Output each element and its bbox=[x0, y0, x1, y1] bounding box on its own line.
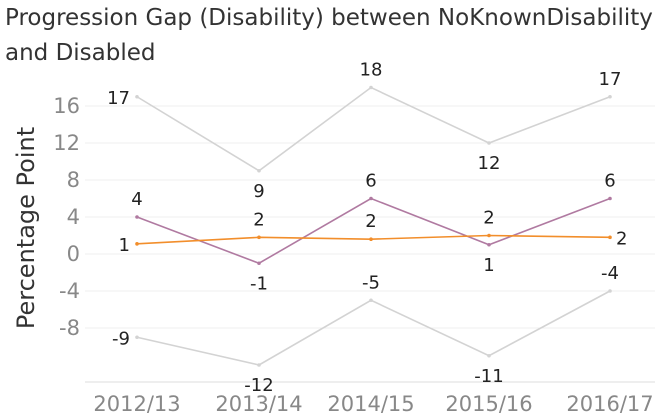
data-point bbox=[487, 353, 491, 358]
data-point bbox=[257, 363, 261, 367]
y-tick-label: -8 bbox=[59, 316, 80, 340]
data-label: -9 bbox=[112, 328, 130, 349]
data-point bbox=[369, 196, 373, 201]
series-line bbox=[136, 86, 611, 172]
data-point bbox=[487, 141, 491, 145]
data-point bbox=[257, 168, 261, 173]
data-point bbox=[257, 235, 261, 240]
data-point bbox=[135, 94, 139, 99]
chart-title: Progression Gap (Disability) between NoK… bbox=[5, 5, 653, 66]
y-tick-label: 0 bbox=[67, 242, 80, 266]
x-tick-label: 2012/13 bbox=[93, 392, 180, 416]
data-label: 2 bbox=[483, 208, 494, 229]
y-tick-label: 4 bbox=[67, 205, 80, 229]
data-label: 6 bbox=[604, 171, 615, 192]
data-point bbox=[608, 289, 612, 293]
data-point bbox=[608, 196, 612, 201]
y-tick-label: 12 bbox=[53, 131, 80, 155]
data-label: -11 bbox=[474, 366, 503, 387]
series-lines bbox=[135, 85, 612, 367]
data-label: 6 bbox=[365, 171, 376, 192]
data-label: 2 bbox=[365, 211, 376, 232]
series-line bbox=[136, 234, 611, 245]
y-tick-label: 16 bbox=[53, 94, 80, 118]
data-label: 18 bbox=[360, 60, 383, 81]
data-point bbox=[487, 233, 491, 238]
data-label: 4 bbox=[131, 189, 142, 210]
data-label: -1 bbox=[250, 273, 268, 294]
data-point bbox=[608, 235, 612, 240]
data-point bbox=[369, 298, 373, 303]
data-point bbox=[369, 85, 373, 90]
data-point bbox=[135, 242, 139, 246]
data-point bbox=[608, 94, 612, 99]
data-label: 1 bbox=[119, 235, 130, 256]
data-label: 1 bbox=[483, 255, 494, 276]
data-label: -5 bbox=[362, 272, 380, 293]
x-tick-label: 2014/15 bbox=[327, 392, 414, 416]
data-label: -12 bbox=[244, 375, 273, 396]
data-label: 2 bbox=[616, 228, 627, 249]
data-point bbox=[135, 335, 139, 340]
data-label: 17 bbox=[599, 69, 622, 90]
y-tick-label: 8 bbox=[67, 168, 80, 192]
data-label: 9 bbox=[253, 181, 264, 202]
data-label: 2 bbox=[253, 209, 264, 230]
data-point bbox=[487, 242, 491, 247]
y-axis-label: Percentage Point bbox=[12, 127, 40, 329]
x-tick-label: 2013/14 bbox=[215, 392, 302, 416]
data-point bbox=[369, 237, 373, 241]
data-point bbox=[257, 261, 261, 266]
data-label: 17 bbox=[107, 88, 130, 109]
x-tick-label: 2015/16 bbox=[445, 392, 532, 416]
data-label: 12 bbox=[478, 153, 501, 174]
y-tick-label: -4 bbox=[59, 279, 80, 303]
data-label: -4 bbox=[601, 263, 619, 284]
x-tick-label: 2016/17 bbox=[566, 392, 653, 416]
data-point bbox=[135, 215, 139, 219]
